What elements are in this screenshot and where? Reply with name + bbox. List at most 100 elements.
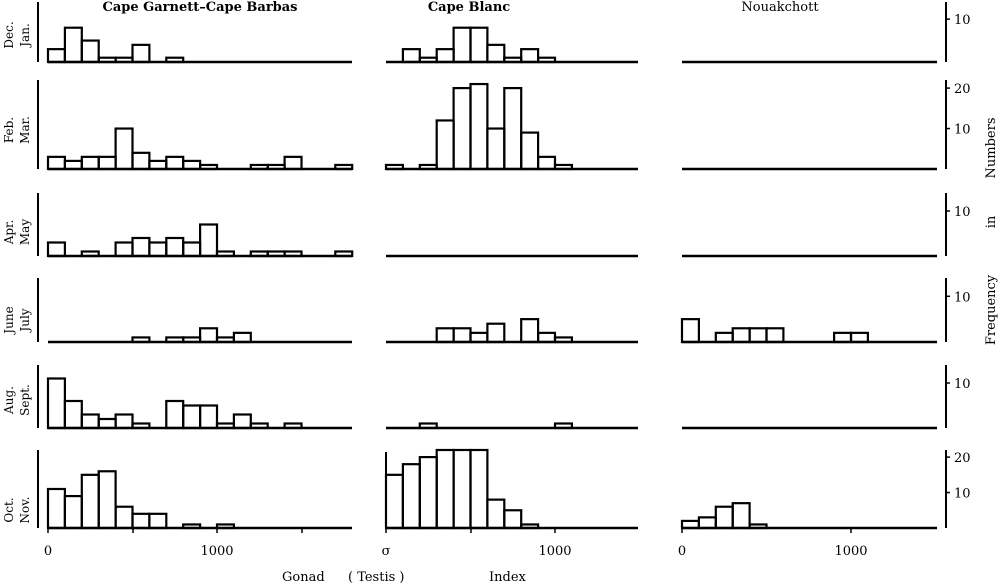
histogram-bar xyxy=(97,470,117,530)
histogram-bar xyxy=(182,404,202,430)
histogram-bar xyxy=(249,163,269,171)
histogram-bar xyxy=(114,505,134,530)
histogram-bar xyxy=(215,250,235,258)
histogram-bar xyxy=(165,56,185,64)
histogram-bar xyxy=(697,516,717,530)
histogram-bar xyxy=(452,86,472,171)
histogram-bar xyxy=(46,487,66,530)
histogram-bar xyxy=(520,318,540,344)
y-tick-label: 10 xyxy=(954,290,971,305)
histogram-bar xyxy=(283,422,303,430)
histogram-bar xyxy=(748,327,768,344)
histogram-bar xyxy=(334,163,354,171)
y-tick-label: 10 xyxy=(954,13,971,28)
histogram-bar xyxy=(714,331,734,344)
histogram-bar xyxy=(486,322,506,344)
histogram-bar xyxy=(131,43,151,64)
y-axis-title-frequency: Frequency xyxy=(984,274,999,345)
y-axis-title-numbers: Numbers xyxy=(984,118,999,179)
x-tick-label-col1-0: 0 xyxy=(44,544,52,559)
histogram-bar xyxy=(165,336,185,344)
histogram-bar xyxy=(418,455,438,530)
row-label-1a: Dec. xyxy=(2,21,16,48)
histogram-bar xyxy=(748,523,768,530)
histogram-bar xyxy=(418,56,438,64)
histogram-bar xyxy=(232,331,252,344)
histogram-bar xyxy=(469,26,489,64)
histogram-bar xyxy=(536,56,557,64)
histogram-bar xyxy=(215,422,235,430)
histogram-bar xyxy=(486,43,506,64)
histogram-bar xyxy=(114,241,134,258)
histogram-bar xyxy=(182,336,202,344)
y-tick-label: 10 xyxy=(954,377,971,392)
histogram-bar xyxy=(503,86,523,171)
histogram-bar xyxy=(553,336,573,344)
histogram-bar xyxy=(418,422,438,430)
histogram-bar xyxy=(80,250,100,258)
histogram-bar xyxy=(435,327,455,344)
histogram-bar xyxy=(714,505,734,530)
x-tick-label-col1-1000: 1000 xyxy=(200,544,233,559)
histogram-bar xyxy=(114,56,134,64)
histogram-bar xyxy=(97,155,117,171)
histogram-bar xyxy=(148,512,168,530)
histogram-bar xyxy=(553,163,573,171)
histogram-bar xyxy=(520,131,540,171)
histogram-bar xyxy=(469,82,489,171)
histogram-bar xyxy=(283,250,303,258)
x-tick-label-col3-1000: 1000 xyxy=(834,544,867,559)
y-tick-label: 20 xyxy=(954,451,971,466)
histogram-bar xyxy=(63,494,83,530)
histogram-bar xyxy=(97,417,117,430)
histogram-bar xyxy=(249,422,269,430)
y-tick-label: 20 xyxy=(954,82,971,97)
histogram-bar xyxy=(401,48,421,64)
histogram-bar xyxy=(97,56,117,64)
histogram-bar xyxy=(199,404,219,430)
row-label-4b: July xyxy=(18,308,32,333)
y-tick-label: 10 xyxy=(954,205,971,220)
histogram-bar xyxy=(469,331,489,344)
histogram-bar xyxy=(435,48,455,64)
row-label-2b: Mar. xyxy=(18,116,32,144)
histogram-bar xyxy=(46,48,66,64)
histogram-bar xyxy=(215,523,235,530)
histogram-bar xyxy=(266,163,286,171)
histogram-bar xyxy=(384,163,404,171)
histogram-bar xyxy=(486,498,506,530)
row-label-6a: Oct. xyxy=(2,497,16,522)
histogram-bar xyxy=(80,473,100,530)
column-title-nouakchott: Nouakchott xyxy=(741,0,819,15)
histogram-bar xyxy=(46,241,66,258)
histogram-bar xyxy=(148,159,168,171)
column-title-cape-garnett: Cape Garnett–Cape Barbas xyxy=(102,0,297,15)
histogram-bar xyxy=(266,250,286,258)
histogram-bar xyxy=(486,127,506,171)
row-label-5b: Sept. xyxy=(18,384,32,416)
histogram-bar xyxy=(199,327,219,344)
row-label-3a: Apr. xyxy=(2,220,16,246)
histogram-bar xyxy=(80,413,100,430)
y-tick-label: 10 xyxy=(954,487,971,502)
histogram-bar xyxy=(849,331,869,344)
histogram-bar xyxy=(731,502,751,530)
histogram-bar xyxy=(503,56,523,64)
histogram-bar xyxy=(503,509,523,530)
x-axis-title-gonad: Gonad xyxy=(282,570,325,585)
histogram-bar xyxy=(199,223,219,258)
row-label-1b: Jan. xyxy=(18,23,32,49)
histogram-bar xyxy=(401,463,421,530)
histogram-bar xyxy=(680,318,700,344)
histogram-bar xyxy=(131,151,151,171)
histogram-bar xyxy=(114,413,134,430)
histogram-bar xyxy=(165,155,185,171)
row-label-3b: May xyxy=(18,219,32,245)
histogram-bar xyxy=(46,155,66,171)
histogram-bar xyxy=(334,250,354,258)
x-axis-title-testis: ( Testis ) xyxy=(348,570,405,585)
x-tick-label-col2-1000: 1000 xyxy=(538,544,571,559)
histogram-bar xyxy=(215,336,235,344)
histogram-bar xyxy=(182,241,202,258)
